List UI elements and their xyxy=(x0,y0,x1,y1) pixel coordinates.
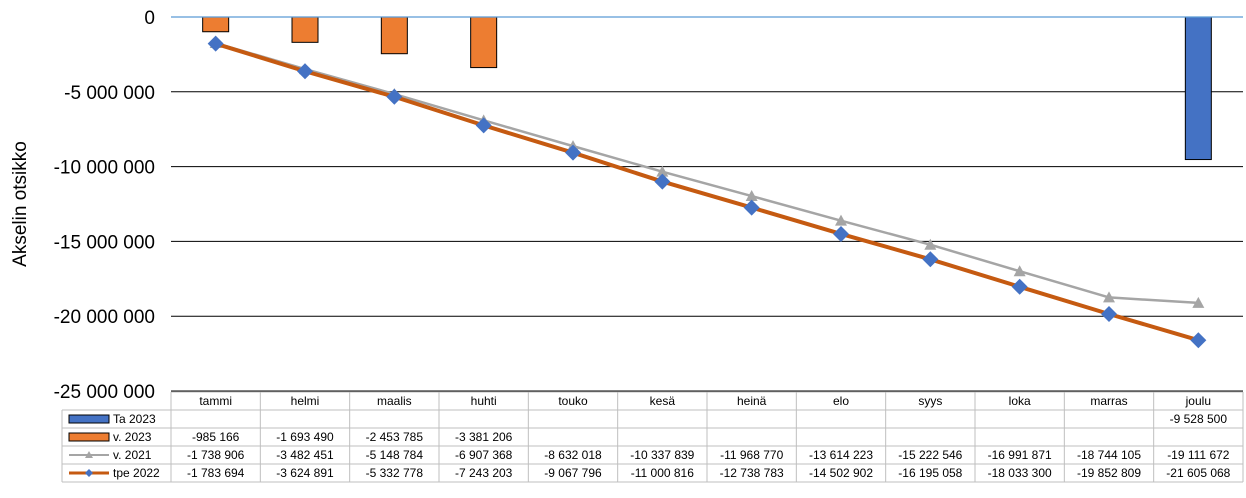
table-cell: -2 453 785 xyxy=(366,430,424,444)
table-cell: -985 166 xyxy=(192,430,240,444)
legend-swatch xyxy=(68,414,110,424)
bar xyxy=(202,16,230,33)
point xyxy=(743,199,760,216)
point xyxy=(1103,291,1115,303)
y-tick-label: -15 000 000 xyxy=(54,232,155,253)
table-cell: -18 033 300 xyxy=(988,466,1052,480)
table-cell: -1 738 906 xyxy=(187,448,245,462)
table-cell: -19 111 672 xyxy=(1167,448,1230,462)
point xyxy=(207,35,224,52)
y-tick-label: -25 000 000 xyxy=(54,382,155,403)
table-cell: -5 148 784 xyxy=(366,448,424,462)
table-cell: -19 852 809 xyxy=(1077,466,1141,480)
y-tick-label: -10 000 000 xyxy=(54,158,155,179)
legend-marker xyxy=(85,451,93,458)
point xyxy=(565,144,581,161)
point xyxy=(656,165,669,177)
table-cell: -9 528 500 xyxy=(1170,412,1228,426)
bar xyxy=(470,16,498,69)
y-tick-label: 0 xyxy=(144,8,155,29)
table-cell: -12 738 783 xyxy=(720,466,784,480)
bar xyxy=(1184,16,1212,161)
legend-label: Ta 2023 xyxy=(113,412,156,426)
category-label: joulu xyxy=(1185,394,1211,408)
category-label: maalis xyxy=(377,394,412,408)
bar xyxy=(291,16,319,43)
point xyxy=(475,117,492,134)
point xyxy=(1011,278,1028,295)
point xyxy=(835,214,847,226)
table-cell: -16 195 058 xyxy=(898,466,962,480)
point xyxy=(1101,305,1117,322)
table-cell: -3 482 451 xyxy=(276,448,334,462)
category-label: marras xyxy=(1090,394,1127,408)
legend-label: v. 2023 xyxy=(113,430,152,444)
category-label: syys xyxy=(918,394,942,408)
point xyxy=(386,88,403,105)
table-cell: -10 337 839 xyxy=(630,448,694,462)
point xyxy=(922,251,939,268)
y-axis-title: Akselin otsikko xyxy=(10,141,31,267)
category-label: heinä xyxy=(737,394,767,408)
point xyxy=(924,238,937,250)
bar xyxy=(380,16,408,55)
point xyxy=(1192,296,1205,308)
category-label: kesä xyxy=(650,394,676,408)
point xyxy=(297,63,313,80)
table-cell: -11 000 816 xyxy=(631,466,694,480)
table-cell: -3 381 206 xyxy=(455,430,513,444)
series-line xyxy=(215,41,1199,343)
table-cell: -21 605 068 xyxy=(1166,466,1230,480)
category-label: tammi xyxy=(199,394,232,408)
category-label: huhti xyxy=(471,394,497,408)
table-cell: -14 502 902 xyxy=(809,466,873,480)
y-tick-label: -5 000 000 xyxy=(64,83,155,104)
point xyxy=(1190,332,1207,349)
category-label: loka xyxy=(1009,394,1031,408)
table-cell: -6 907 368 xyxy=(455,448,513,462)
table-cell: -3 624 891 xyxy=(276,466,334,480)
table-cell: -1 783 694 xyxy=(187,466,245,480)
table-cell: -15 222 546 xyxy=(898,448,962,462)
table-cell: -5 332 778 xyxy=(366,466,424,480)
table-cell: -7 243 203 xyxy=(455,466,513,480)
legend-label: tpe 2022 xyxy=(113,466,160,480)
table-cell: -1 693 490 xyxy=(276,430,334,444)
table-cell: -11 968 770 xyxy=(720,448,783,462)
table-cell: -13 614 223 xyxy=(809,448,873,462)
y-tick-label: -20 000 000 xyxy=(54,307,155,328)
point xyxy=(745,190,758,202)
table-cell: -18 744 105 xyxy=(1077,448,1141,462)
category-label: touko xyxy=(558,394,588,408)
table-cell: -16 991 871 xyxy=(988,448,1052,462)
legend-swatch xyxy=(68,432,110,442)
legend-label: v. 2021 xyxy=(113,448,152,462)
point xyxy=(833,225,849,242)
point xyxy=(654,173,671,190)
series-line xyxy=(215,41,1199,305)
table-cell: -8 632 018 xyxy=(544,448,602,462)
category-label: helmi xyxy=(291,394,320,408)
category-label: elo xyxy=(833,394,849,408)
legend-marker xyxy=(85,469,93,477)
point xyxy=(1013,265,1026,277)
table-cell: -9 067 796 xyxy=(544,466,602,480)
